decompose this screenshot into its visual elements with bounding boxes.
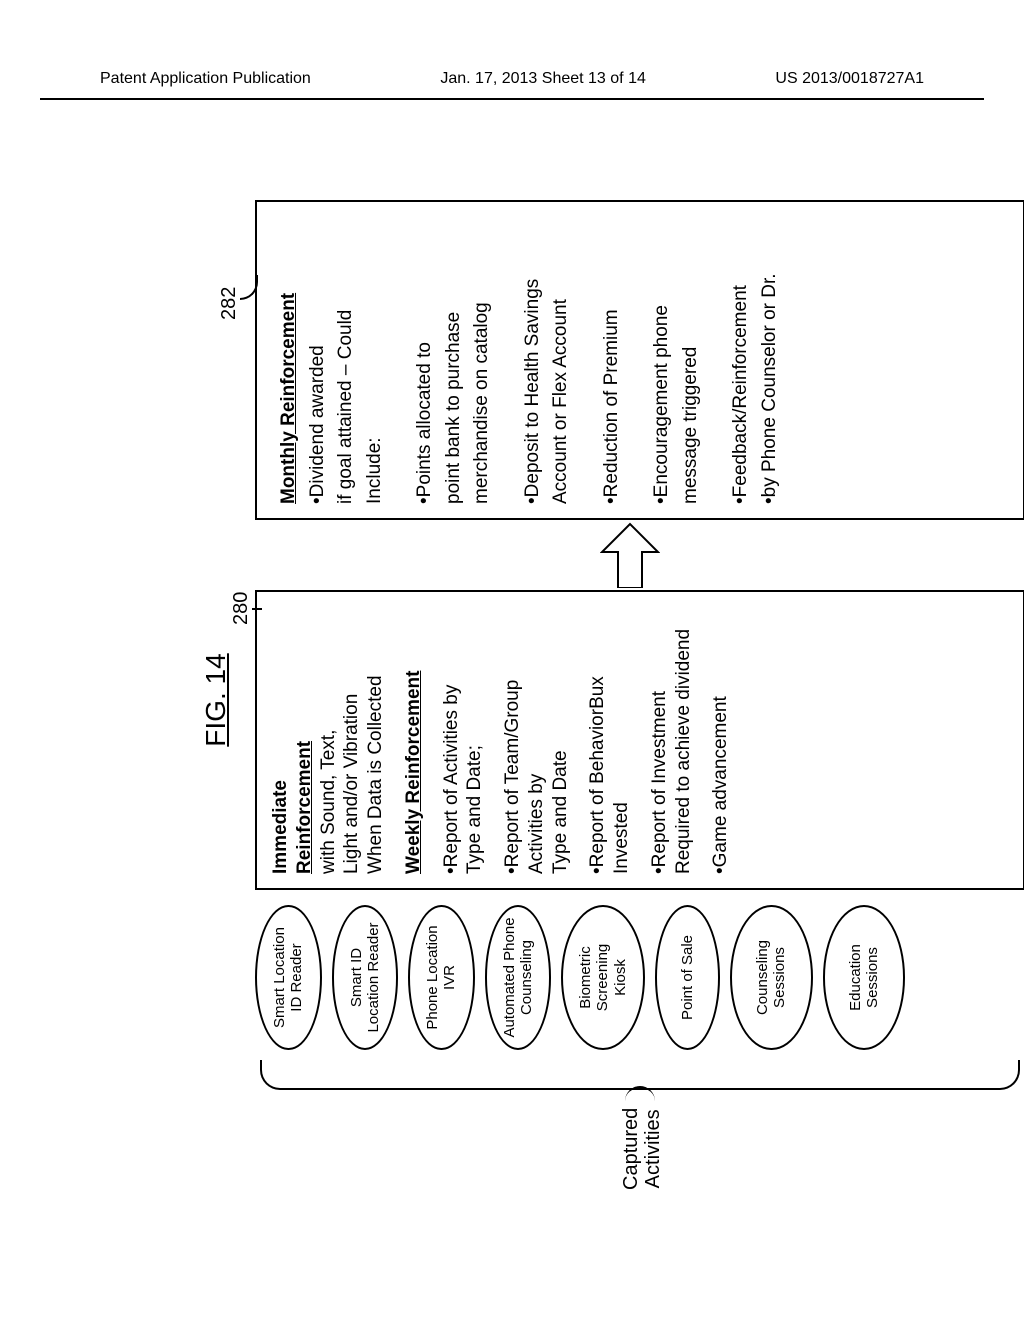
text: Invested [610,606,634,874]
oval-smart-location-id-reader: Smart Location ID Reader [255,905,322,1050]
text: When Data is Collected [364,606,388,874]
ref-280-label: 280 [230,592,253,625]
curly-brace [260,1060,1020,1090]
arrow-icon [600,522,660,588]
text: Include: [361,216,390,504]
text: Activities by [525,606,549,874]
bullet: •Points allocated to [411,216,440,504]
oval-smart-id-location-reader: Smart ID Location Reader [332,905,399,1050]
bullet: •Game advancement [709,606,733,874]
header-center: Jan. 17, 2013 Sheet 13 of 14 [440,70,646,88]
bullet: •Encouragement phone [648,216,677,504]
text: •by Phone Counselor or Dr. [756,216,785,504]
text: Account or Flex Account [547,216,576,504]
text: if goal attained – Could [332,216,361,504]
bullet: •Report of Investment [648,606,672,874]
bullet: •Feedback/Reinforcement [727,216,756,504]
text: Type and Date [549,606,573,874]
text: Required to achieve dividend [672,606,696,874]
oval-counseling-sessions: Counseling Sessions [730,905,813,1050]
bullet: •Reduction of Premium [598,216,627,504]
bullet: •Report of BehaviorBux [586,606,610,874]
header-left: Patent Application Publication [100,70,311,88]
immediate-heading-2: Reinforcement [293,606,317,874]
captured-activities-label: Captured Activities [620,1108,664,1190]
oval-list: Smart Location ID Reader Smart ID Locati… [255,905,905,1050]
oval-education-sessions: Education Sessions [823,905,906,1050]
oval-automated-phone-counseling: Automated Phone Counseling [485,905,552,1050]
captured-label-2: Activities [642,1108,664,1190]
box-280: Immediate Reinforcement with Sound, Text… [255,590,1024,890]
captured-label-1: Captured [620,1108,642,1190]
box-282: Monthly Reinforcement •Dividend awarded … [255,200,1024,520]
figure-container: FIG. 14 Captured Activities Smart Locati… [130,110,890,1010]
bullet: •Report of Activities by [440,606,464,874]
header-right: US 2013/0018727A1 [775,70,924,88]
weekly-heading: Weekly Reinforcement [402,606,426,874]
monthly-heading: Monthly Reinforcement [275,216,304,504]
figure-title: FIG. 14 [200,653,232,746]
text: Light and/or Vibration [340,606,364,874]
oval-biometric-screening-kiosk: Biometric Screening Kiosk [561,905,645,1050]
text: point bank to purchase [440,216,469,504]
text: Type and Date; [463,606,487,874]
text: •Dividend awarded [304,216,333,504]
text: merchandise on catalog [468,216,497,504]
immediate-heading-1: Immediate [269,606,293,874]
ref-282-label: 282 [218,287,241,320]
page-header: Patent Application Publication Jan. 17, … [40,0,984,100]
oval-phone-location-ivr: Phone Location IVR [408,905,475,1050]
text: with Sound, Text, [317,606,341,874]
oval-point-of-sale: Point of Sale [655,905,720,1050]
text: message triggered [677,216,706,504]
bullet: •Deposit to Health Savings [519,216,548,504]
bullet: •Report of Team/Group [501,606,525,874]
